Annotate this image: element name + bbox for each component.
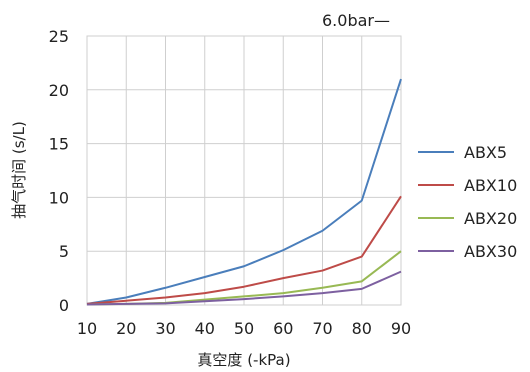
legend-label-abx20: ABX20 (464, 209, 517, 228)
series-line-abx10 (86, 195, 402, 305)
legend-label-abx10: ABX10 (464, 176, 517, 195)
legend-label-abx30: ABX30 (464, 242, 517, 261)
x-tick-label-40: 40 (195, 319, 215, 338)
y-axis-ticks: 0 5 10 15 20 25 (49, 27, 69, 315)
legend-label-abx5: ABX5 (464, 143, 507, 162)
y-tick-label-15: 15 (49, 135, 69, 154)
series-line-abx5 (86, 78, 402, 305)
x-tick-label-50: 50 (234, 319, 254, 338)
x-tick-label-60: 60 (273, 319, 293, 338)
x-tick-label-70: 70 (312, 319, 332, 338)
y-axis-title: 抽气时间 (s/L) (10, 121, 28, 219)
x-axis-title: 真空度 (-kPa) (197, 351, 290, 369)
y-tick-label-20: 20 (49, 81, 69, 100)
series-lines (86, 78, 402, 306)
x-axis-ticks: 10 20 30 40 50 60 70 80 90 (77, 319, 411, 338)
y-tick-label-25: 25 (49, 27, 69, 46)
plot-frame (86, 35, 402, 306)
y-tick-label-0: 0 (59, 296, 69, 315)
legend: ABX5 ABX10 ABX20 ABX30 (418, 143, 517, 261)
y-tick-label-5: 5 (59, 242, 69, 261)
x-tick-label-80: 80 (352, 319, 372, 338)
grid (86, 35, 402, 306)
series-line-abx30 (86, 270, 402, 306)
x-tick-label-30: 30 (155, 319, 175, 338)
x-tick-label-90: 90 (391, 319, 411, 338)
chart-annotation: 6.0bar— (322, 11, 390, 30)
x-tick-label-10: 10 (77, 319, 97, 338)
x-tick-label-20: 20 (116, 319, 136, 338)
y-tick-label-10: 10 (49, 188, 69, 207)
